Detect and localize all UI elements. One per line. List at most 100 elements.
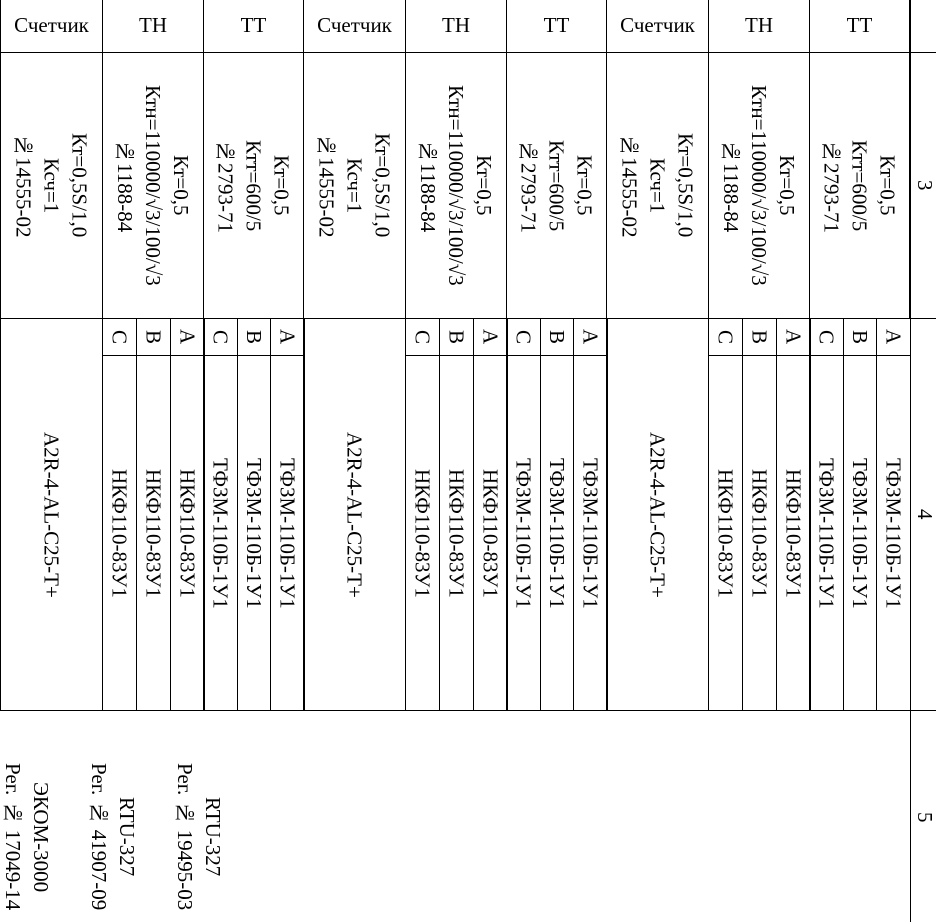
text-line: ТФЗМ-110Б-1У1 (881, 457, 906, 609)
model: ТФЗМ-110Б-1У1 (274, 458, 302, 609)
model: НКФ110-83У1 (746, 469, 774, 598)
text-line: C (107, 329, 132, 344)
column-header: Счетчик (620, 13, 695, 37)
phase: B (140, 330, 168, 344)
spec: Кт=0,5S/1,0 Ксч=1 №14555-02 (10, 133, 94, 238)
text-line: C (814, 329, 839, 344)
text-line: №2793-71 (213, 138, 238, 233)
model: A2R-4-AL-C25-T+ (341, 432, 369, 598)
model: A2R-4-AL-C25-T+ (38, 432, 66, 598)
phase: B (240, 330, 268, 344)
phase-cell: C (506, 318, 541, 356)
model: ТФЗМ-110Б-1У1 (577, 458, 605, 609)
model-cell: НКФ110-83У1 (742, 355, 777, 711)
text-line: НКФ110-83У1 (410, 468, 435, 598)
phase-cell: B (539, 318, 575, 356)
model: НКФ110-83У1 (443, 469, 471, 598)
phase-cell: A (573, 318, 608, 356)
model-cell: НКФ110-83У1 (102, 355, 137, 711)
model: НКФ110-83У1 (780, 469, 808, 598)
phase: C (812, 330, 840, 344)
phase: C (509, 330, 537, 344)
controller: ЭКОМ-3000 Рег. № 17049-14 (0, 763, 55, 910)
text-line: Кт=0,5 (572, 155, 597, 216)
model-cell: ТФЗМ-110Б-1У1 (842, 355, 878, 711)
text-line: ЭКОМ-3000 (29, 781, 53, 893)
spec-cell: Кт=0,5 Ктт=600/5 №2793-71 (809, 52, 910, 319)
phase-cell: B (842, 318, 878, 356)
text-line: №14555-02 (617, 133, 642, 238)
text-line: №14555-02 (314, 133, 339, 238)
phase-cell: A (776, 318, 811, 356)
text-line: Кт=0,5 (775, 155, 799, 216)
phase-cell: B (439, 318, 474, 356)
phase: B (846, 330, 874, 344)
text-line: Кт=0,5S/1,0 (370, 133, 395, 238)
text-line: Ктт=600/5 (241, 139, 266, 232)
text-line: Ктн=110000/√3/100/√3 (444, 85, 468, 286)
text-line: B (241, 329, 266, 344)
text-line: НКФ110-83У1 (107, 468, 132, 598)
model-cell: НКФ110-83У1 (708, 355, 743, 711)
phase-cell: A (473, 318, 508, 356)
spec-cell: Кт=0,5 Ктн=110000/√3/100/√3 №1188-84 (405, 52, 507, 319)
text-line: B (847, 329, 872, 344)
text-line: A (781, 329, 806, 345)
model: ТФЗМ-110Б-1У1 (509, 458, 537, 609)
text-line: ТФЗМ-110Б-1У1 (814, 457, 839, 609)
text-line: 4 (913, 509, 936, 520)
text-line: №1188-84 (113, 138, 137, 233)
text-line: ТФЗМ-110Б-1У1 (241, 457, 266, 609)
text-line: Ктт=600/5 (847, 139, 872, 232)
header-cell: Счетчик (0, 0, 103, 53)
model: ТФЗМ-110Б-1У1 (543, 458, 571, 609)
phase: A (274, 329, 302, 344)
spec-cell: Кт=0,5 Ктт=600/5 №2793-71 (506, 52, 607, 319)
model: ТФЗМ-110Б-1У1 (812, 458, 840, 609)
phase: A (880, 329, 908, 344)
phase: C (712, 330, 740, 344)
text-line: Кт=0,5S/1,0 (67, 133, 92, 238)
spec-cell: Кт=0,5 Ктн=110000/√3/100/√3 №1188-84 (708, 52, 810, 319)
model: ТФЗМ-110Б-1У1 (240, 458, 268, 609)
model: НКФ110-83У1 (477, 469, 505, 598)
text-line: ТФЗМ-110Б-1У1 (578, 457, 603, 609)
model: ТФЗМ-110Б-1У1 (880, 458, 908, 609)
text-line: Кт=0,5 (875, 155, 900, 216)
row-number-cell (910, 0, 936, 53)
model-cell: ТФЗМ-110Б-1У1 (573, 355, 608, 711)
model-cell: ТФЗМ-110Б-1У1 (876, 355, 911, 711)
text-line: НКФ110-83У1 (781, 468, 806, 598)
row-number-cell: 4 (910, 318, 936, 711)
model-cell: НКФ110-83У1 (170, 355, 205, 711)
column-header: Счетчик (317, 13, 392, 37)
model-cell: ТФЗМ-110Б-1У1 (539, 355, 575, 711)
column-header: Счетчик (14, 13, 89, 37)
text-line: №2793-71 (516, 138, 541, 233)
text-line: №2793-71 (819, 138, 844, 233)
header-cell: ТН (102, 0, 204, 53)
model: НКФ110-83У1 (140, 469, 168, 598)
model-cell: ТФЗМ-110Б-1У1 (809, 355, 844, 711)
spec: Кт=0,5 Ктн=110000/√3/100/√3 №1188-84 (414, 85, 498, 286)
text-line: №1188-84 (719, 138, 743, 233)
header-cell: ТТ (506, 0, 607, 53)
phase: A (174, 329, 202, 344)
phase-cell: B (742, 318, 777, 356)
text-line: B (444, 329, 469, 344)
phase: A (477, 329, 505, 344)
spec: Кт=0,5 Ктт=600/5 №2793-71 (212, 139, 296, 233)
text-line: A2R-4-AL-C25-T+ (645, 431, 670, 598)
model: НКФ110-83У1 (712, 469, 740, 598)
text-line: A2R-4-AL-C25-T+ (39, 431, 64, 598)
text-line: ТФЗМ-110Б-1У1 (275, 457, 300, 609)
text-line: A (881, 329, 906, 345)
text-line: C (713, 329, 738, 344)
model-cell: ТФЗМ-110Б-1У1 (270, 355, 305, 711)
column-header: ТН (745, 13, 773, 37)
model: A2R-4-AL-C25-T+ (644, 432, 672, 598)
model: ТФЗМ-110Б-1У1 (846, 458, 874, 609)
model: НКФ110-83У1 (106, 469, 134, 598)
header-cell: ТТ (203, 0, 304, 53)
model-cell: НКФ110-83У1 (776, 355, 811, 711)
